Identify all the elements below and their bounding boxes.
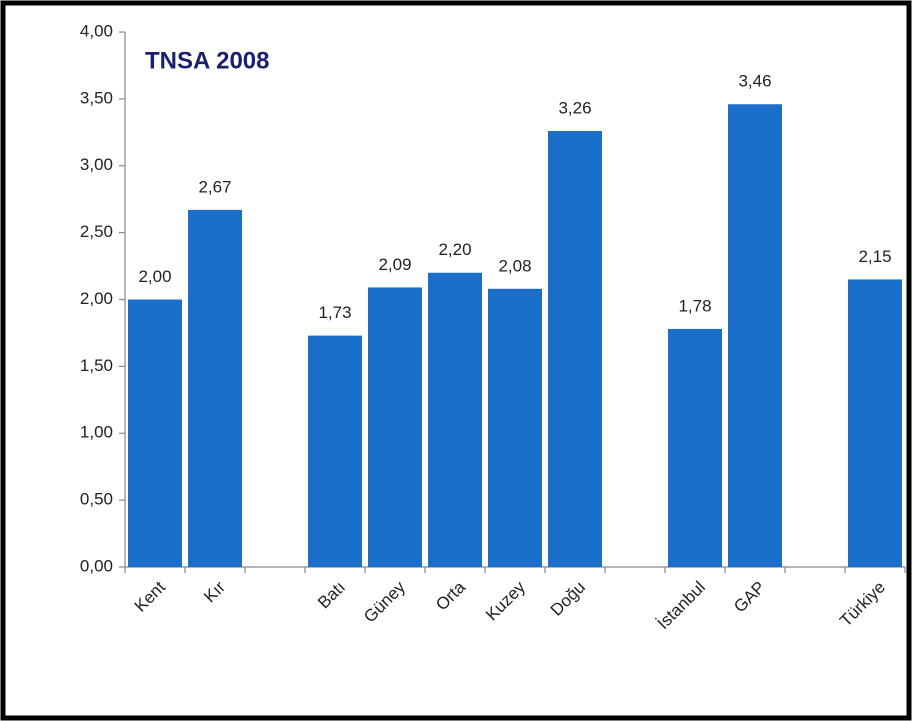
bar	[368, 287, 422, 567]
bar	[728, 104, 782, 567]
value-label: 2,67	[198, 177, 231, 196]
value-label: 3,46	[738, 72, 771, 91]
bar	[188, 209, 242, 567]
y-tick-label: 1,50	[80, 356, 113, 375]
y-tick-label: 2,50	[80, 222, 113, 241]
bar	[308, 335, 362, 567]
value-label: 2,20	[438, 240, 471, 259]
bar	[428, 272, 482, 567]
bar	[488, 288, 542, 567]
bar	[848, 279, 902, 567]
y-tick-label: 3,50	[80, 88, 113, 107]
y-tick-label: 1,00	[80, 423, 113, 442]
y-tick-label: 4,00	[80, 21, 113, 40]
y-tick-label: 0,00	[80, 556, 113, 575]
value-label: 1,78	[678, 296, 711, 315]
chart-title: TNSA 2008	[145, 47, 270, 74]
value-label: 2,00	[138, 267, 171, 286]
value-label: 3,26	[558, 98, 591, 117]
y-tick-label: 2,00	[80, 289, 113, 308]
y-tick-label: 3,00	[80, 155, 113, 174]
value-label: 2,08	[498, 256, 531, 275]
value-label: 2,15	[858, 247, 891, 266]
bar	[548, 130, 602, 567]
value-label: 2,09	[378, 255, 411, 274]
y-tick-label: 0,50	[80, 490, 113, 509]
bar	[128, 299, 182, 567]
value-label: 1,73	[318, 303, 351, 322]
bar	[668, 328, 722, 567]
